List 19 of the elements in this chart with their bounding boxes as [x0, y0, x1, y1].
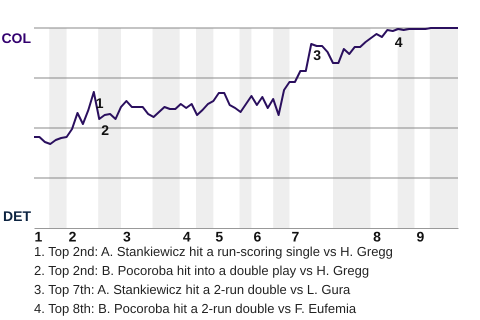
x-tick-label: 8: [373, 228, 382, 244]
x-tick-label: 1: [34, 228, 42, 244]
annotation: 1: [96, 95, 104, 111]
text: 3. Top 7th: A. Stankiewicz hit a 2-run double vs L. Gura: [34, 282, 352, 297]
annotation: 3: [313, 47, 322, 63]
x-tick-label: 2: [68, 228, 77, 244]
annotation: 2: [101, 122, 110, 138]
text: DET: [3, 208, 32, 224]
text: COL: [1, 30, 32, 46]
annotation: 4: [394, 34, 403, 50]
text: 4. Top 8th: B. Pocoroba hit a 2-run double vs F. Eufemia: [34, 301, 357, 316]
text: 2. Top 2nd: B. Pocoroba hit into a double play vs H. Gregg: [34, 263, 370, 278]
x-tick-label: 7: [292, 228, 300, 244]
x-tick-label: 5: [215, 228, 224, 244]
text: 1. Top 2nd: A. Stankiewicz hit a run-scoring single vs H. Gregg: [34, 244, 393, 259]
x-tick-label: 4: [182, 228, 191, 244]
x-tick-label: 9: [416, 228, 425, 244]
x-tick-label: 6: [253, 228, 262, 244]
x-tick-label: 3: [123, 228, 132, 244]
